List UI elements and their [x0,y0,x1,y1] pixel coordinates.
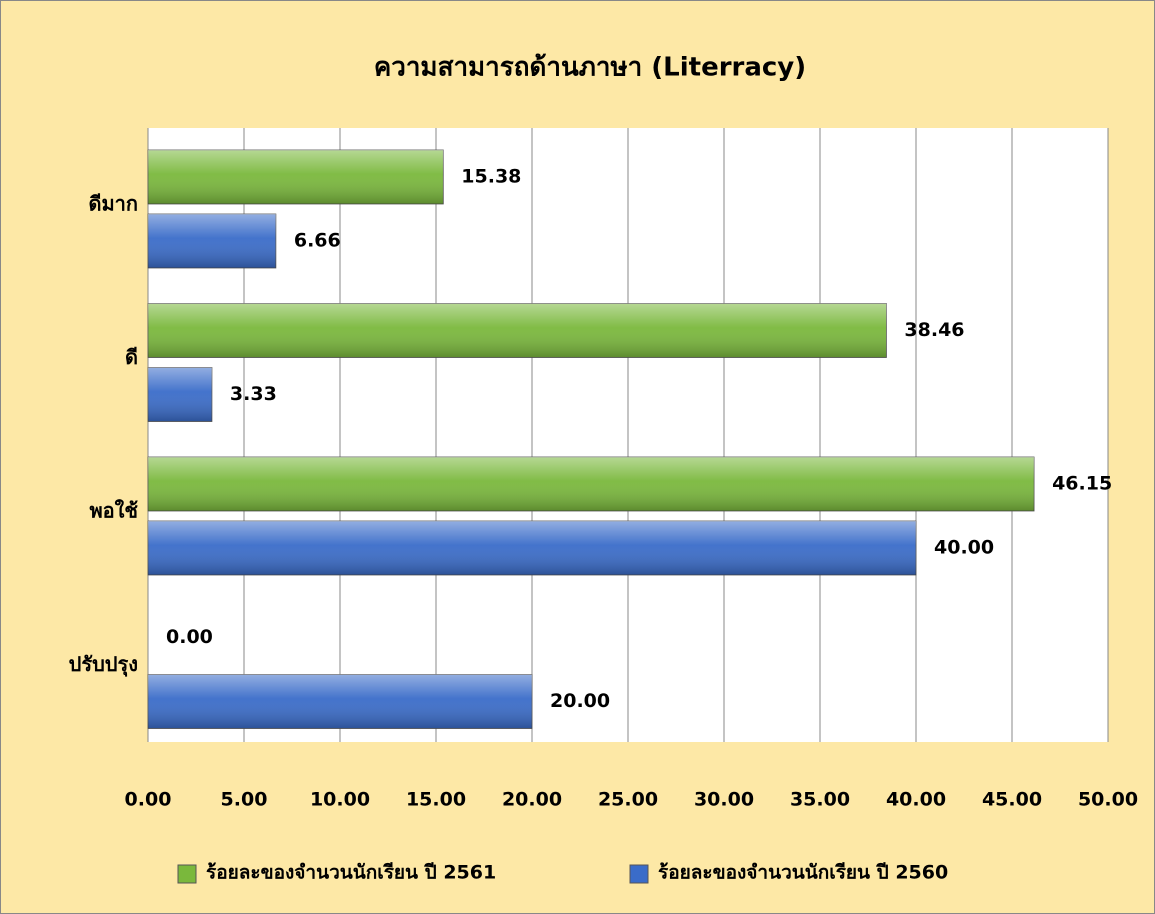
chart-title: ความสามารถด้านภาษา (Literracy) [374,53,806,83]
x-tick-label: 40.00 [886,789,946,811]
value-label: 3.33 [230,383,277,405]
bar-shine [148,150,444,204]
x-tick-label: 30.00 [694,789,754,811]
x-tick-label: 50.00 [1078,789,1138,811]
value-label: 0.00 [166,626,213,648]
value-label: 46.15 [1052,473,1112,495]
x-tick-label: 35.00 [790,789,850,811]
value-label: 6.66 [294,230,341,252]
category-label: ปรับปรุง [69,652,138,677]
x-tick-label: 5.00 [221,789,268,811]
x-tick-label: 15.00 [406,789,466,811]
category-label: ดีมาก [88,191,138,215]
value-label: 40.00 [934,537,994,559]
value-label: 20.00 [550,690,610,712]
value-label: 15.38 [461,166,521,188]
x-tick-label: 25.00 [598,789,658,811]
bar-shine [148,457,1035,511]
bar-shine [148,214,276,268]
bar-shine [148,303,887,358]
legend-swatch [177,864,197,884]
legend-swatch [629,864,649,884]
category-label: ดี [125,345,138,369]
x-tick-label: 10.00 [310,789,370,811]
x-tick-label: 0.00 [125,789,172,811]
x-tick-label: 20.00 [502,789,562,811]
x-tick-label: 45.00 [982,789,1042,811]
bar-shine [148,674,532,729]
bar-shine [148,367,212,422]
legend-label: ร้อยละของจำนวนนักเรียน ปี 2560 [658,862,948,884]
category-label: พอใช้ [89,498,138,522]
value-label: 38.46 [904,319,964,341]
bar-shine [148,521,916,575]
legend-label: ร้อยละของจำนวนนักเรียน ปี 2561 [206,862,496,884]
